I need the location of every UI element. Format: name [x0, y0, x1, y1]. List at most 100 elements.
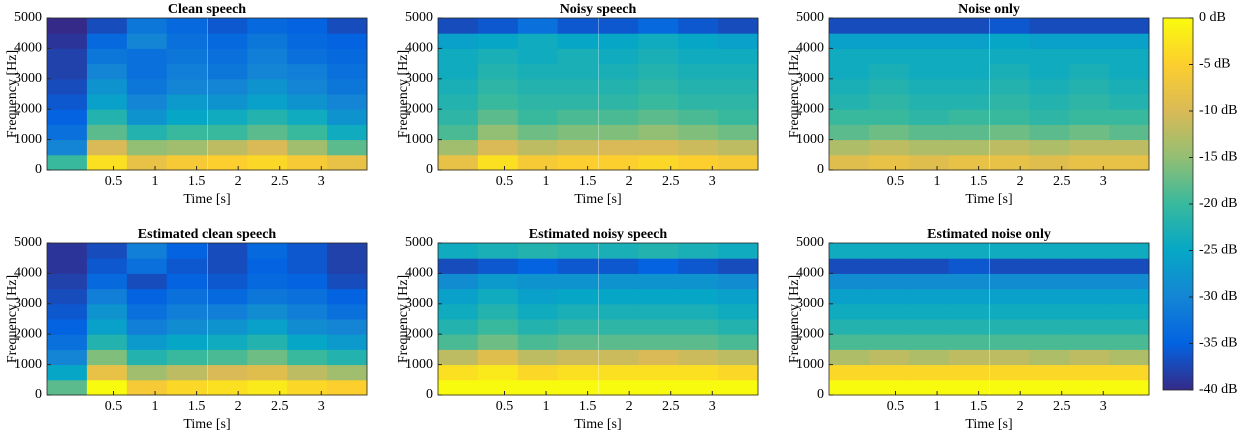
heatmap-cell [868, 349, 910, 366]
heatmap-cell [47, 273, 88, 290]
x-axis-label: Time [s] [183, 192, 230, 207]
heatmap-cell [86, 18, 128, 34]
heatmap-cell [126, 288, 168, 305]
heatmap-cell [678, 319, 719, 335]
y-tick-label: 2000 [405, 326, 433, 341]
heatmap-cell [908, 319, 950, 335]
x-tick-label: 1 [934, 174, 941, 189]
heatmap-cell [86, 273, 128, 290]
heatmap-cell [1029, 379, 1070, 396]
heatmap-cell [1029, 78, 1070, 95]
heatmap-cell [438, 48, 479, 65]
heatmap-cell [868, 288, 910, 305]
x-tick-label: 2 [235, 399, 242, 414]
heatmap-cell [948, 258, 990, 274]
heatmap-cell [126, 154, 168, 171]
heatmap-cell [989, 334, 1030, 350]
heatmap-cell [86, 94, 128, 110]
heatmap-cell [638, 243, 679, 259]
x-tick-label: 3 [318, 399, 325, 414]
heatmap-cell [598, 243, 639, 259]
heatmap-cell [438, 18, 479, 34]
heatmap-cell [678, 154, 719, 171]
x-tick-label: 1 [543, 399, 550, 414]
heatmap-cell [718, 364, 759, 381]
x-tick-label: 3 [709, 174, 716, 189]
heatmap-cell [868, 18, 910, 34]
heatmap-cell [47, 94, 88, 110]
colorbar-tick-label: -5 dB [1199, 57, 1231, 72]
heatmap-cell [477, 139, 519, 156]
heatmap-cell [207, 288, 248, 305]
heatmap-cell [829, 273, 870, 290]
chart-title: Noisy speech [560, 2, 637, 17]
heatmap-cell [989, 379, 1030, 396]
heatmap-cell [47, 319, 88, 335]
heatmap-cell [438, 139, 479, 156]
heatmap-cell [477, 319, 519, 335]
heatmap-cell [438, 258, 479, 274]
heatmap-cell [477, 154, 519, 171]
heatmap-cell [678, 18, 719, 34]
heatmap-cell [829, 124, 870, 141]
heatmap-cell [829, 48, 870, 65]
heatmap-cell [598, 273, 639, 290]
heatmap-cell [47, 109, 88, 125]
heatmap-cell [1069, 94, 1110, 110]
y-tick-label: 1000 [796, 132, 824, 147]
y-tick-label: 2000 [796, 101, 824, 116]
heatmap-cell [287, 78, 328, 95]
heatmap-cell [638, 334, 679, 350]
heatmap-cell [989, 18, 1030, 34]
heatmap-cell [287, 109, 328, 125]
heatmap-cell [908, 94, 950, 110]
heatmap-cell [678, 94, 719, 110]
heatmap-cell [718, 243, 759, 259]
heatmap-cell [207, 78, 248, 95]
heatmap-cell [829, 303, 870, 320]
heatmap-cell [598, 303, 639, 320]
heatmap-cell [868, 48, 910, 65]
heatmap-cell [47, 379, 88, 396]
heatmap-cell [829, 379, 870, 396]
heatmap-cell [1069, 243, 1110, 259]
heatmap-cell [829, 33, 870, 49]
y-tick-label: 3000 [796, 296, 824, 311]
y-tick-label: 3000 [405, 296, 433, 311]
heatmap-cell [287, 319, 328, 335]
heatmap-cell [517, 243, 559, 259]
heatmap-cell [989, 63, 1030, 80]
heatmap-cell [1069, 124, 1110, 141]
heatmap-cell [557, 109, 599, 125]
heatmap-cell [1109, 63, 1150, 80]
y-tick-label: 4000 [796, 266, 824, 281]
heatmap-cell [829, 288, 870, 305]
heatmap-cell [678, 349, 719, 366]
heatmap-cell [47, 63, 88, 80]
heatmap-cell [557, 33, 599, 49]
heatmap-cell [829, 154, 870, 171]
heatmap-cell [948, 63, 990, 80]
heatmap-cell [868, 273, 910, 290]
x-axis-label: Time [s] [574, 417, 621, 432]
heatmap-cell [557, 124, 599, 141]
heatmap-cell [908, 379, 950, 396]
heatmap-cell [557, 334, 599, 350]
heatmap-cell [908, 63, 950, 80]
axes-box [46, 242, 368, 396]
heatmap-cell [86, 303, 128, 320]
heatmap-cell [678, 303, 719, 320]
heatmap-cell [47, 124, 88, 141]
heatmap-cell [829, 109, 870, 125]
colorbar-tick-label: -35 dB [1199, 336, 1238, 351]
y-tick-label: 0 [817, 162, 824, 177]
chart-title: Estimated noisy speech [529, 227, 668, 242]
heatmap-cell [598, 18, 639, 34]
heatmap-cell [287, 18, 328, 34]
heatmap-cell [948, 319, 990, 335]
y-tick-label: 3000 [14, 71, 42, 86]
heatmap-cell [638, 273, 679, 290]
heatmap-cell [1029, 319, 1070, 335]
heatmap-cell [327, 78, 368, 95]
